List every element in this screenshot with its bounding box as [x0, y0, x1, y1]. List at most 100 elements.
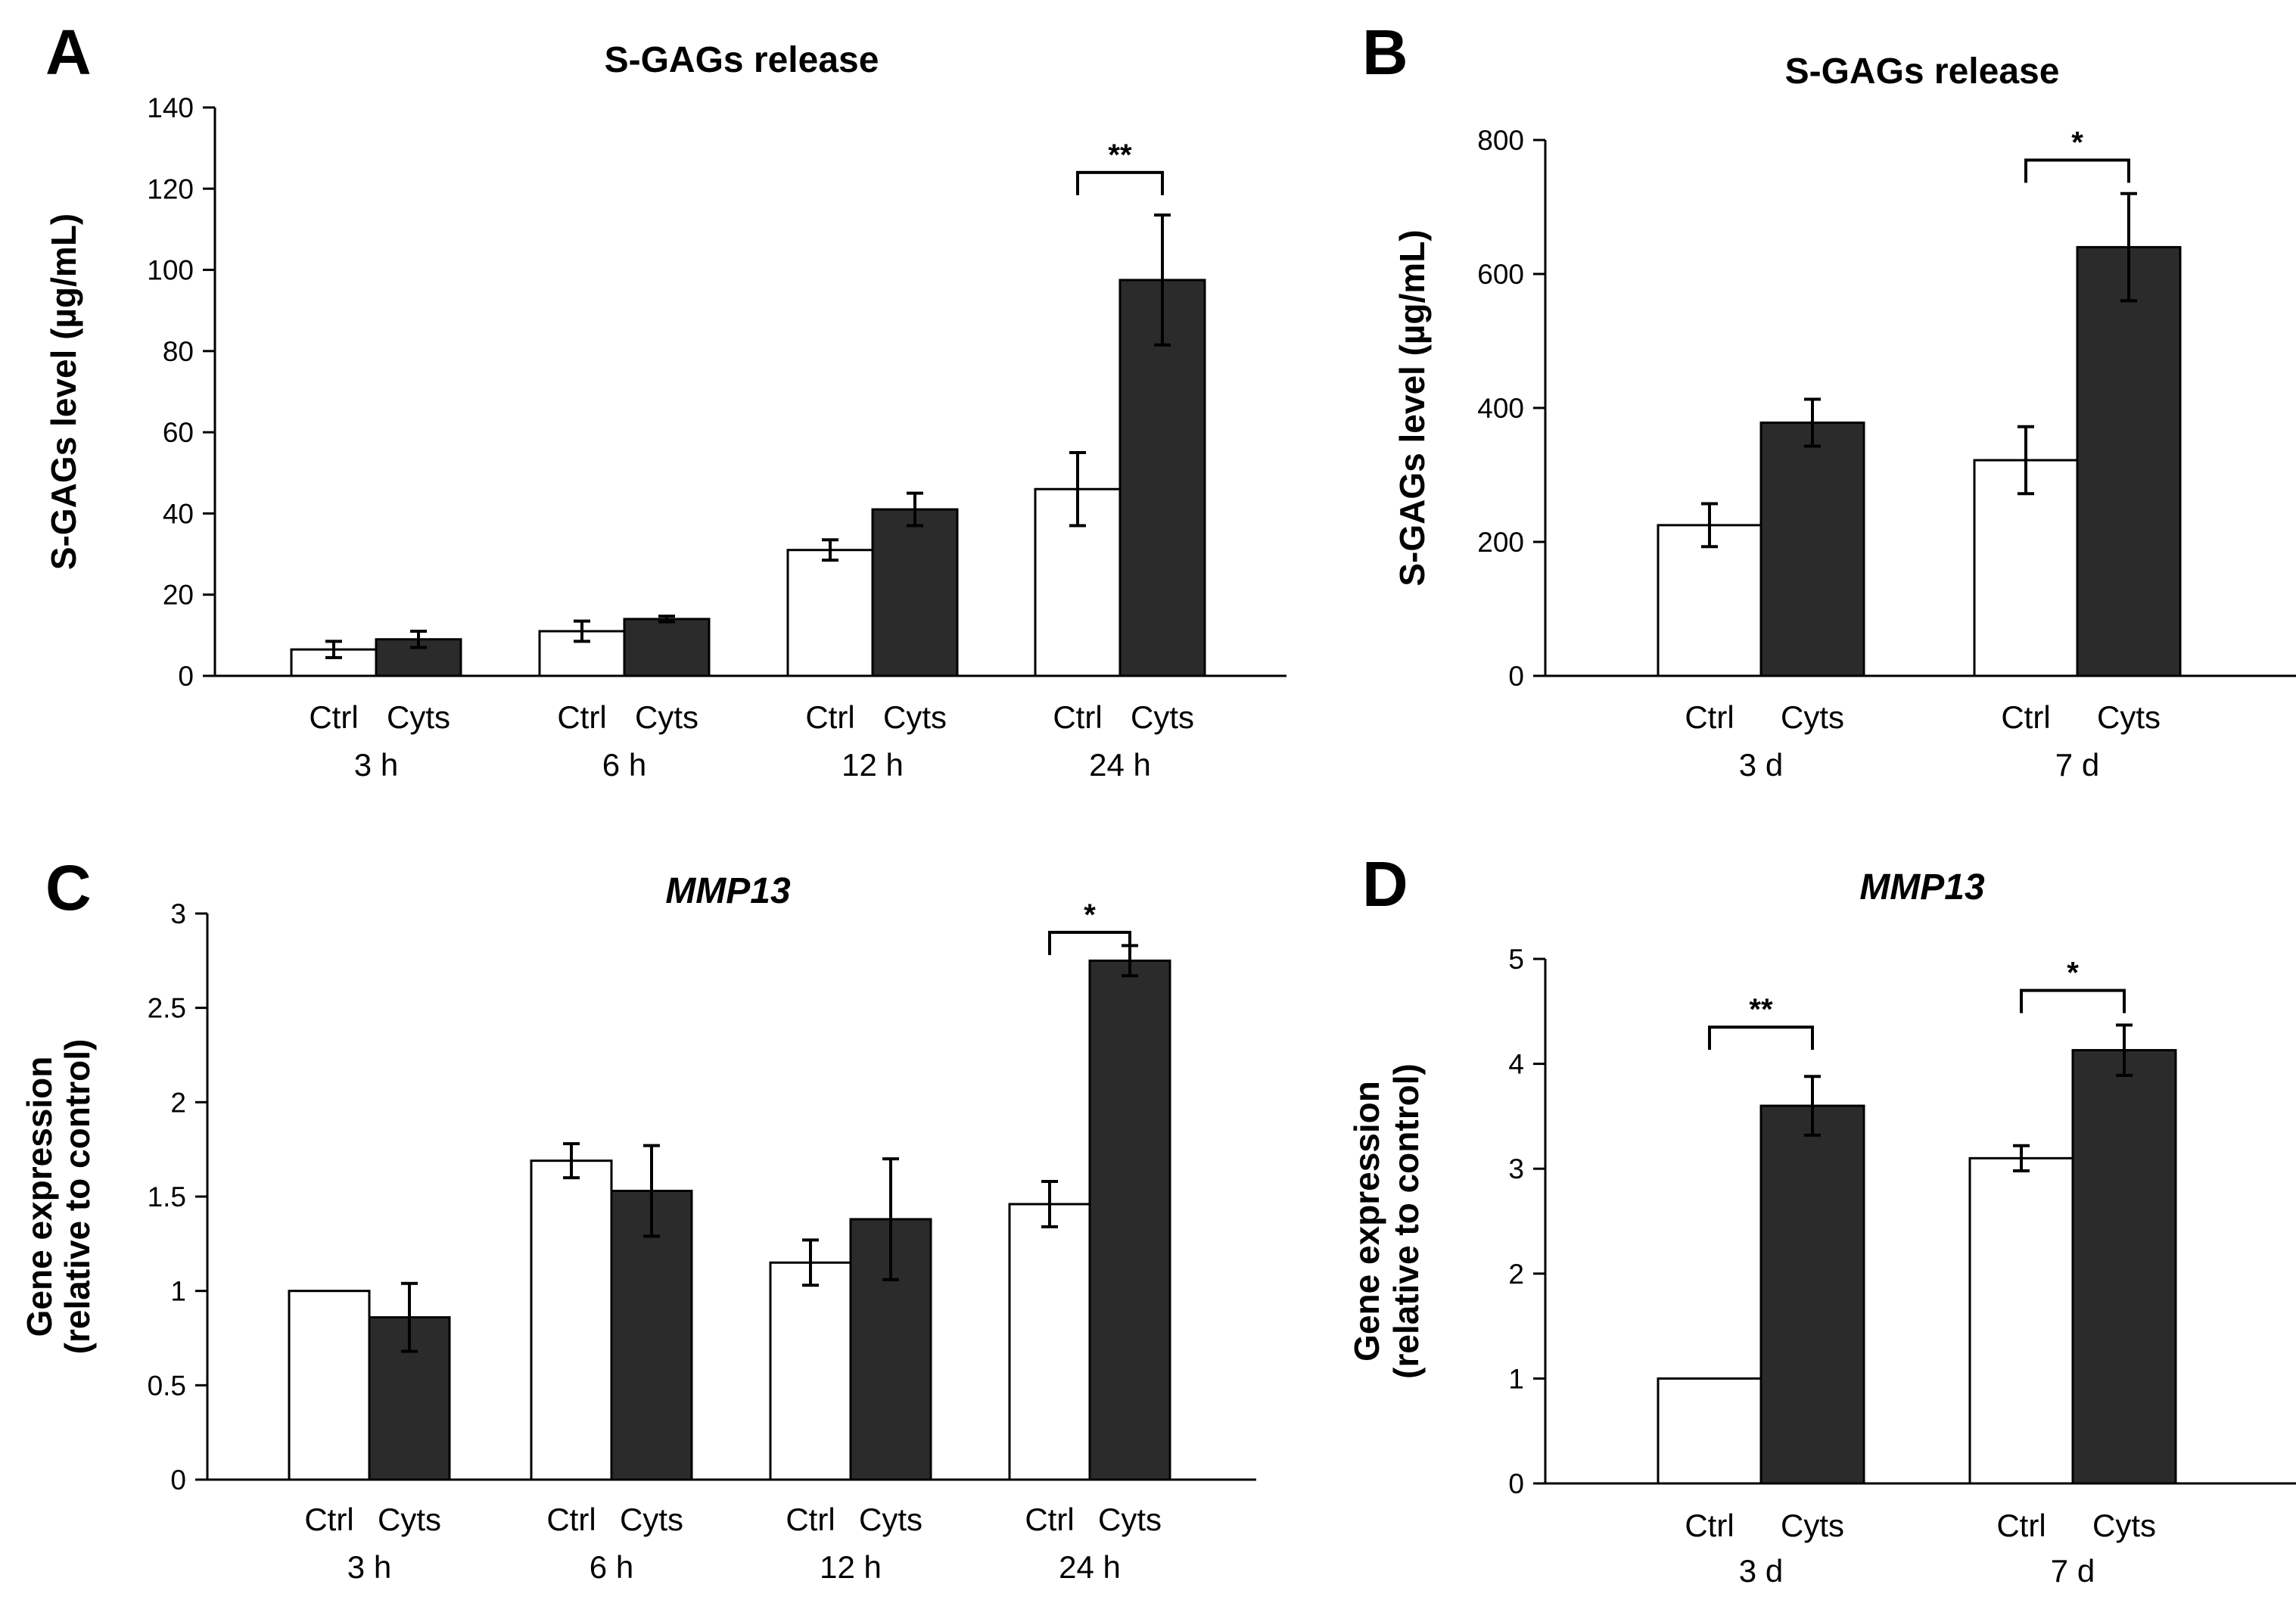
- y-axis-label-line-1: Gene expression: [20, 1057, 59, 1337]
- y-tick-label: 40: [163, 498, 194, 529]
- bar-ctrl: [1657, 524, 1762, 677]
- category-label: Ctrl: [1685, 1508, 1734, 1543]
- y-tick-label: 0: [170, 1464, 186, 1496]
- bar-ctrl: [769, 1261, 852, 1481]
- y-tick-label: 2.5: [148, 993, 186, 1024]
- bar-cyts: [2071, 1049, 2177, 1485]
- category-label: Cyts: [859, 1502, 922, 1537]
- panel-letter: D: [1362, 848, 1408, 920]
- panel-letter: A: [45, 17, 92, 88]
- group-label: 6 h: [602, 747, 646, 783]
- y-axis-label: S-GAGs level (µg/mL): [44, 213, 83, 570]
- category-label: Ctrl: [557, 699, 606, 735]
- bar-cyts: [1759, 421, 1865, 677]
- group-label: 3 h: [347, 1549, 391, 1585]
- bar-cyts: [2076, 246, 2182, 677]
- panel-A: A S-GAGs release S-GAGs level (µg/mL) 0 20 40…: [44, 17, 1286, 783]
- bar-ctrl: [530, 1159, 613, 1481]
- y-tick-label: 0: [178, 661, 194, 692]
- y-tick-label: 2: [1508, 1259, 1524, 1290]
- panel-letter: B: [1362, 17, 1408, 88]
- group-label: 7 d: [2051, 1553, 2095, 1589]
- panel-C: C MMP13 Gene expression(relative to contro…: [20, 852, 1256, 1585]
- chart-title: MMP13: [665, 871, 791, 911]
- y-tick-label: 4: [1508, 1049, 1524, 1080]
- significance-bracket: [1076, 170, 1164, 195]
- category-label: Cyts: [1781, 1508, 1844, 1543]
- category-label: Cyts: [883, 699, 947, 735]
- y-tick-label: 400: [1477, 393, 1524, 424]
- y-tick-label: 800: [1477, 125, 1524, 156]
- group-label: 24 h: [1089, 747, 1151, 783]
- y-tick-label: 100: [147, 255, 194, 286]
- y-tick-label: 200: [1477, 527, 1524, 558]
- category-label: Ctrl: [2001, 699, 2050, 735]
- category-label: Cyts: [2097, 699, 2161, 735]
- category-label: Cyts: [2092, 1508, 2156, 1543]
- y-tick-label: 60: [163, 417, 194, 448]
- bar-ctrl: [288, 1290, 371, 1481]
- bar-cyts: [1088, 959, 1171, 1481]
- category-label: Ctrl: [1025, 1502, 1074, 1537]
- group-label: 3 d: [1739, 747, 1783, 783]
- significance-bracket: [2024, 158, 2130, 183]
- y-tick-label: 5: [1508, 944, 1524, 975]
- chart-title: MMP13: [1859, 867, 1985, 907]
- bar-ctrl: [786, 549, 874, 677]
- y-axis-label-line-2: (relative to control): [1386, 1063, 1426, 1379]
- significance-bracket: [1708, 1026, 1814, 1051]
- category-label: Cyts: [1131, 699, 1194, 735]
- category-label: Cyts: [1781, 699, 1844, 735]
- y-tick-label: 0.5: [148, 1370, 186, 1401]
- bar-ctrl: [1657, 1377, 1762, 1485]
- chart-title: S-GAGs release: [605, 40, 879, 80]
- y-tick-label: 0: [1508, 661, 1524, 692]
- category-label: Ctrl: [546, 1502, 596, 1537]
- y-axis-label: S-GAGs level (µg/mL): [1392, 229, 1432, 586]
- group-label: 3 h: [354, 747, 398, 783]
- y-tick-label: 140: [147, 92, 194, 123]
- y-tick-label: 120: [147, 173, 194, 204]
- y-tick-label: 1: [1508, 1363, 1524, 1394]
- significance-label: *: [2067, 957, 2079, 990]
- group-label: 6 h: [590, 1549, 633, 1585]
- category-label: Ctrl: [309, 699, 358, 735]
- group-label: 12 h: [842, 747, 904, 783]
- y-tick-label: 1.5: [148, 1181, 186, 1212]
- y-tick-label: 3: [170, 898, 186, 929]
- group-label: 12 h: [820, 1549, 882, 1585]
- panel-letter: C: [45, 852, 92, 923]
- bar-cyts: [623, 618, 711, 677]
- category-label: Cyts: [387, 699, 450, 735]
- category-label: Cyts: [378, 1502, 441, 1537]
- significance-label: *: [1084, 898, 1096, 932]
- bar-cyts: [1759, 1104, 1865, 1485]
- category-label: Cyts: [1098, 1502, 1162, 1537]
- category-label: Ctrl: [805, 699, 854, 735]
- category-label: Ctrl: [1685, 699, 1734, 735]
- significance-bracket: [2020, 988, 2126, 1013]
- significance-bracket: [1048, 930, 1131, 955]
- y-tick-label: 20: [163, 580, 194, 611]
- panel-D: D MMP13 Gene expression (relative to contro…: [1347, 848, 2296, 1589]
- panel-B: B S-GAGs release S-GAGs level (µg/mL) 0 200 4…: [1362, 17, 2296, 783]
- category-label: Ctrl: [1053, 699, 1102, 735]
- bar-cyts: [610, 1190, 693, 1481]
- chart-title: S-GAGs release: [1785, 51, 2060, 92]
- bar-ctrl: [1968, 1156, 2074, 1485]
- bar-cyts: [871, 508, 959, 677]
- y-axis-label-line-1: Gene expression: [1347, 1081, 1386, 1362]
- category-label: Cyts: [620, 1502, 683, 1537]
- group-label: 24 h: [1059, 1549, 1121, 1585]
- bar-ctrl: [1008, 1203, 1091, 1481]
- significance-label: *: [2071, 126, 2083, 160]
- y-tick-label: 80: [163, 336, 194, 367]
- y-axis-label-line-2: (relative to control): [58, 1039, 97, 1355]
- significance-label: **: [1108, 139, 1132, 172]
- category-label: Cyts: [635, 699, 698, 735]
- category-label: Ctrl: [786, 1502, 835, 1537]
- y-tick-label: 600: [1477, 259, 1524, 290]
- y-tick-label: 0: [1508, 1468, 1524, 1499]
- y-tick-label: 3: [1508, 1153, 1524, 1184]
